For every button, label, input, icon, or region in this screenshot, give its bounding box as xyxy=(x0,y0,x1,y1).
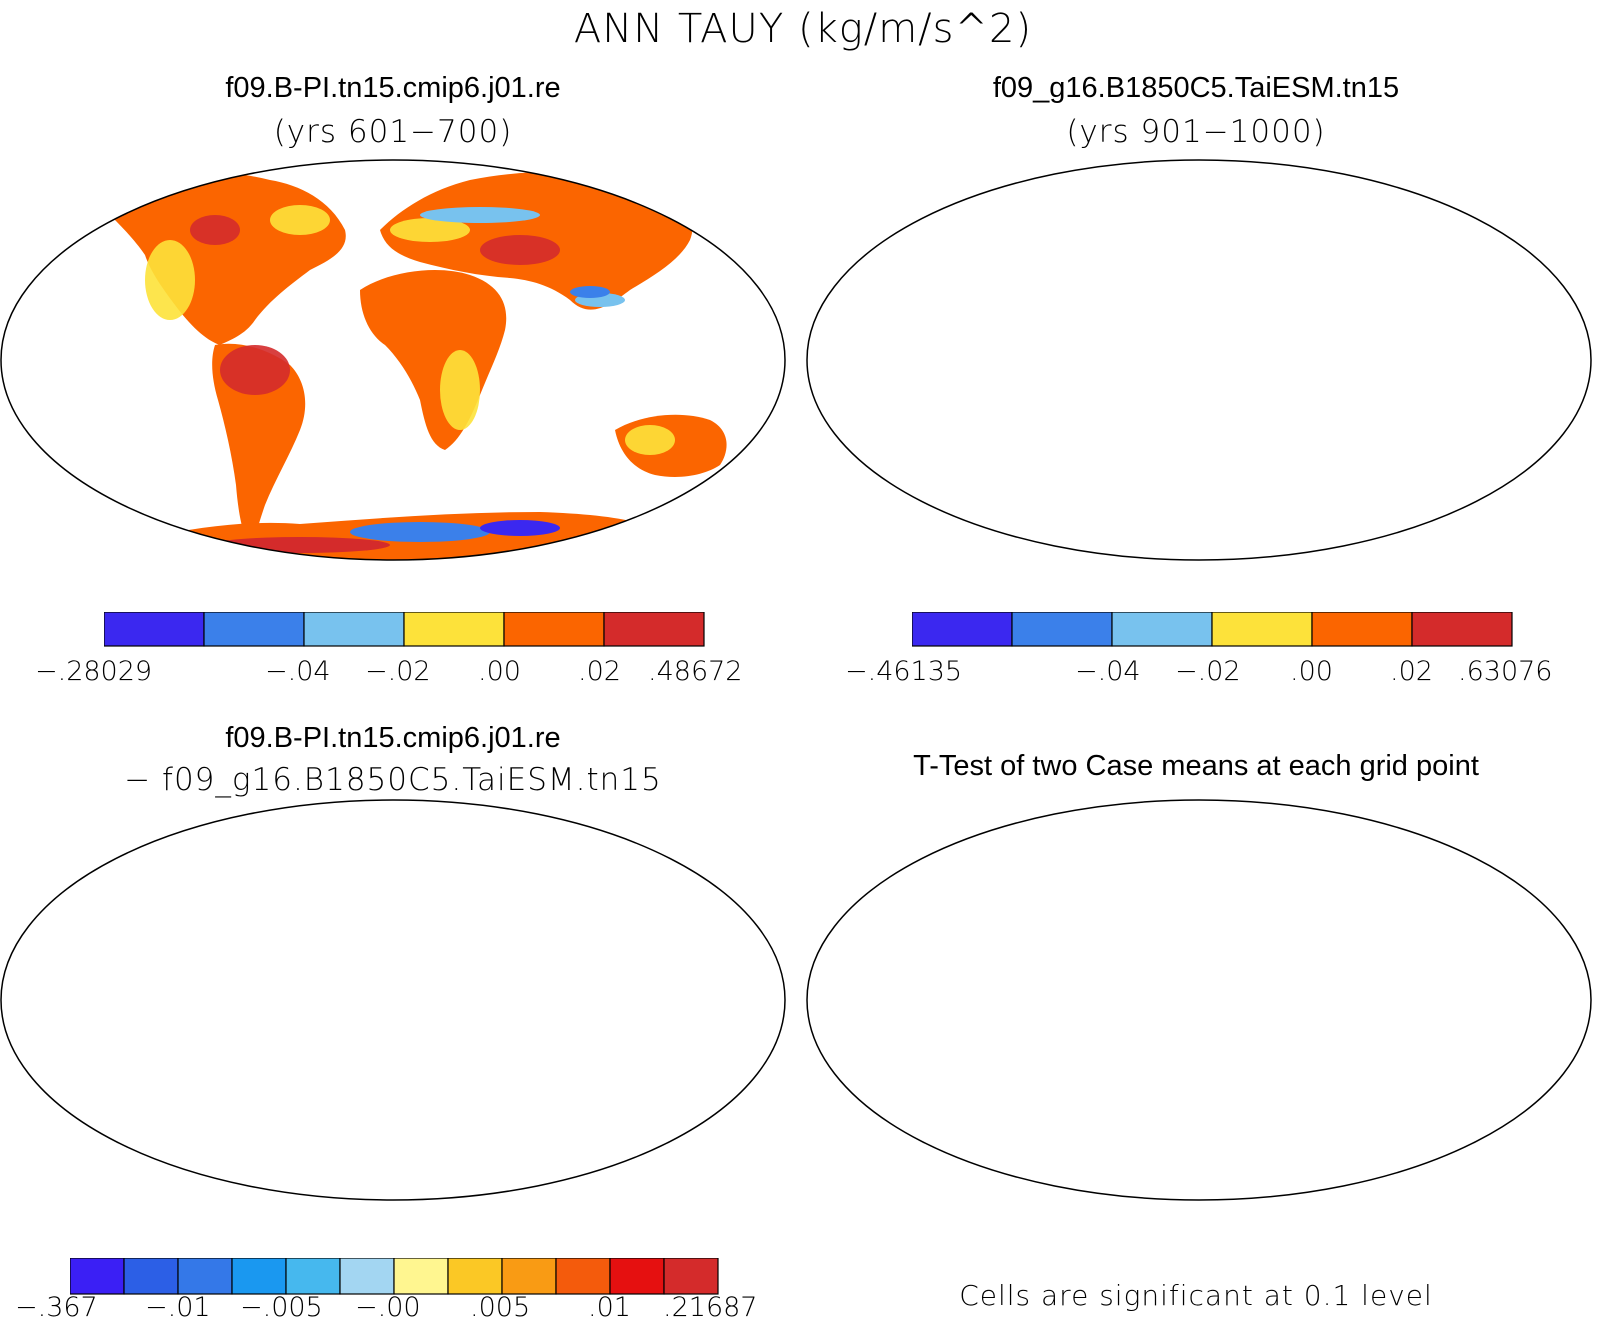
colorbar-3-swatch-10 xyxy=(609,1258,665,1295)
colorbar-3-swatch-9 xyxy=(555,1258,611,1295)
panel3-title: f09.B-PI.tn15.cmip6.j01.re xyxy=(225,722,561,754)
colorbar-2 xyxy=(912,612,1513,647)
colorbar-1-label-1: −.04 xyxy=(265,656,331,687)
colorbar-1-swatch-3 xyxy=(403,612,505,647)
colorbar-3-swatch-6 xyxy=(393,1258,449,1295)
colorbar-3-swatch-0 xyxy=(70,1258,125,1295)
map-panel-2 xyxy=(806,159,1592,561)
colorbar-2-label-2: −.02 xyxy=(1175,656,1241,687)
colorbar-3-label-0: −.367 xyxy=(15,1292,98,1323)
panel2-subtitle: (yrs 901−1000) xyxy=(1066,114,1326,150)
colorbar-2-label-4: .02 xyxy=(1390,656,1433,687)
colorbar-1-label-4: .02 xyxy=(578,656,621,687)
colorbar-1-swatch-5 xyxy=(603,612,705,647)
colorbar-3-label-1: −.01 xyxy=(145,1292,211,1323)
map-panel-3 xyxy=(0,799,786,1201)
colorbar-1-label-5: .48672 xyxy=(648,656,743,687)
colorbar-2-label-0: −.46135 xyxy=(845,656,963,687)
colorbar-3-label-5: .01 xyxy=(588,1292,631,1323)
panel1-subtitle: (yrs 601−700) xyxy=(273,114,513,150)
colorbar-2-swatch-0 xyxy=(912,612,1013,647)
colorbar-1-label-0: −.28029 xyxy=(35,656,153,687)
colorbar-1 xyxy=(104,612,705,647)
colorbar-1-swatch-4 xyxy=(503,612,605,647)
colorbar-3-label-3: −.00 xyxy=(355,1292,421,1323)
colorbar-2-label-5: .63076 xyxy=(1458,656,1553,687)
colorbar-3-swatch-1 xyxy=(123,1258,179,1295)
colorbar-3-swatch-8 xyxy=(501,1258,557,1295)
colorbar-3-label-6: .21687 xyxy=(663,1292,758,1323)
map-panel-1 xyxy=(0,159,786,561)
colorbar-3-swatch-5 xyxy=(339,1258,395,1295)
panel1-title: f09.B-PI.tn15.cmip6.j01.re xyxy=(225,72,561,104)
colorbar-1-label-2: −.02 xyxy=(365,656,431,687)
panel2-title: f09_g16.B1850C5.TaiESM.tn15 xyxy=(992,72,1400,104)
colorbar-2-swatch-4 xyxy=(1311,612,1413,647)
colorbar-2-swatch-1 xyxy=(1011,612,1113,647)
colorbar-3-swatch-3 xyxy=(231,1258,287,1295)
colorbar-2-label-1: −.04 xyxy=(1075,656,1141,687)
colorbar-3 xyxy=(70,1258,719,1295)
colorbar-1-swatch-1 xyxy=(203,612,305,647)
map-panel-4 xyxy=(806,799,1592,1201)
colorbar-3-label-4: .005 xyxy=(470,1292,531,1323)
figure-title: ANN TAUY (kg/m/s^2) xyxy=(573,6,1033,52)
colorbar-1-label-3: .00 xyxy=(478,656,521,687)
colorbar-3-swatch-2 xyxy=(177,1258,233,1295)
colorbar-2-swatch-5 xyxy=(1411,612,1513,647)
colorbar-3-swatch-7 xyxy=(447,1258,503,1295)
panel4-title: T-Test of two Case means at each grid po… xyxy=(913,750,1479,782)
colorbar-1-swatch-2 xyxy=(303,612,405,647)
colorbar-2-label-3: .00 xyxy=(1290,656,1333,687)
colorbar-2-swatch-2 xyxy=(1111,612,1213,647)
ttest-note: Cells are significant at 0.1 level xyxy=(959,1279,1433,1312)
colorbar-1-swatch-0 xyxy=(104,612,205,647)
panel3-subtitle: − f09_g16.B1850C5.TaiESM.tn15 xyxy=(124,762,662,798)
colorbar-3-swatch-11 xyxy=(663,1258,719,1295)
colorbar-3-label-2: −.005 xyxy=(240,1292,323,1323)
colorbar-3-swatch-4 xyxy=(285,1258,341,1295)
colorbar-2-swatch-3 xyxy=(1211,612,1313,647)
